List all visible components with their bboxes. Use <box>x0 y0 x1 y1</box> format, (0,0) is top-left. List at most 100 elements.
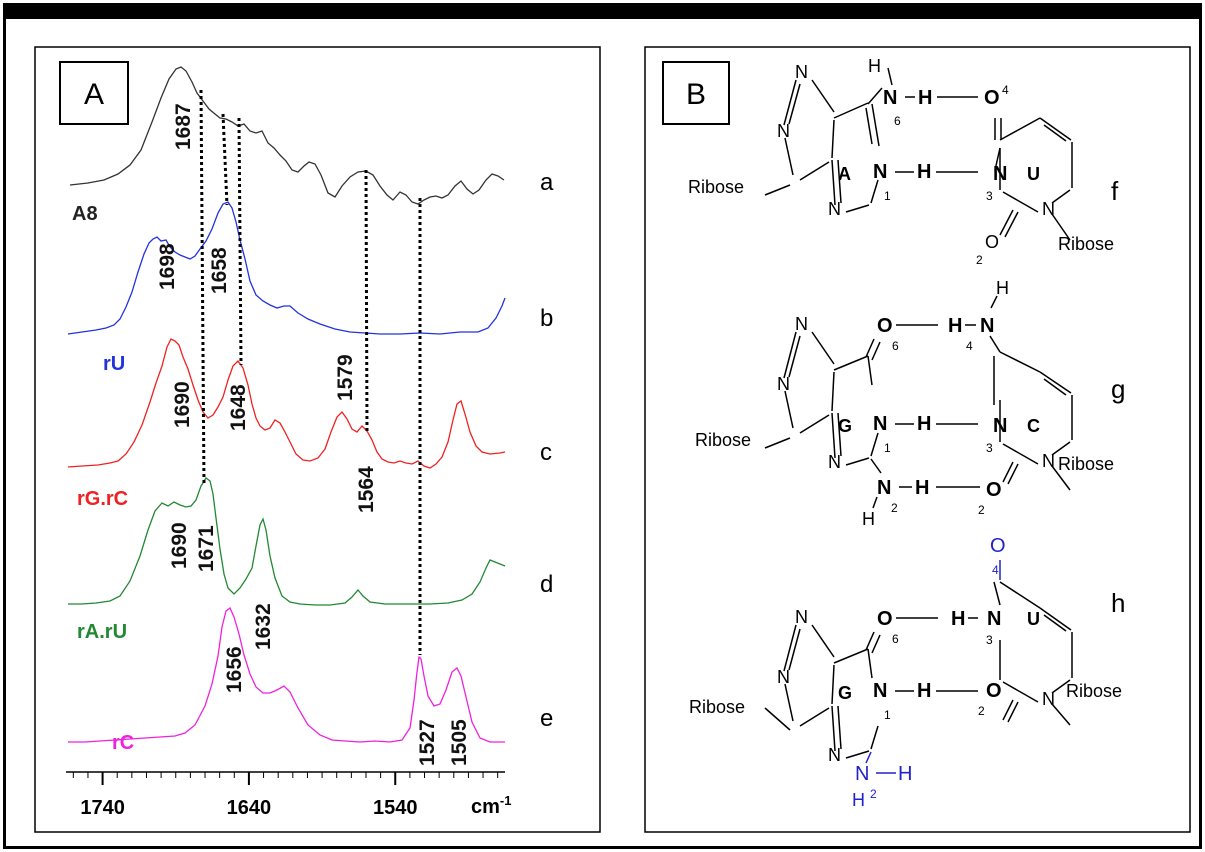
subscript-4-c: 4 <box>966 339 973 353</box>
subscript-2-u2: 2 <box>978 704 985 718</box>
spectrum-letter-b: b <box>540 305 553 332</box>
atom-n3-a: N <box>828 199 841 219</box>
panel-a-label: A <box>84 78 104 111</box>
atom-n2-g2: N <box>855 763 869 785</box>
spectrum-a <box>69 66 505 205</box>
peak-guide-lines <box>199 89 422 655</box>
base-pair-gc: N N N O 6 H N 4 H N 1 H N 2 H H G Ribose <box>695 278 1125 529</box>
atom-n1-u2: N <box>1042 689 1055 709</box>
atom-n1-g: N <box>873 413 887 435</box>
spectrum-c <box>67 338 506 469</box>
atom-o2-u: O <box>985 232 999 252</box>
subscript-1-g: 1 <box>884 441 891 455</box>
uracil-bonds <box>994 117 1073 241</box>
atom-h-g6: H <box>852 790 865 810</box>
ribose-u: Ribose <box>1058 234 1114 254</box>
spectrum-letter-c: c <box>540 439 552 466</box>
panel-b: B N N N N 1 N 6 <box>644 46 1191 833</box>
spectrum-e <box>68 606 505 743</box>
atom-n1-u: N <box>1042 199 1055 219</box>
spectrum-name-d: rA.rU <box>77 621 127 643</box>
panel-a-label-box <box>59 61 129 125</box>
peak-label-1648: 1648 <box>227 384 250 431</box>
atom-h-u2: H <box>951 608 965 630</box>
pair-letter-h: h <box>1111 588 1125 618</box>
subscript-2-g: 2 <box>891 501 898 515</box>
ribose-g2: Ribose <box>689 697 745 717</box>
atom-o4-u2: O <box>990 535 1006 557</box>
ribose-a: Ribose <box>688 177 744 197</box>
peak-label-1564: 1564 <box>355 466 378 513</box>
peak-label-1579: 1579 <box>334 354 357 401</box>
subscript-6-a: 6 <box>894 114 901 128</box>
guide-line-1564 <box>364 169 369 433</box>
subscript-4-u2: 4 <box>992 563 999 577</box>
spectrum-name-c: rG.rC <box>77 488 128 510</box>
base-label-g: G <box>838 416 852 436</box>
base-pair-au: N N N N 1 N 6 H H O 4 H A Ribose <box>688 56 1119 267</box>
atom-h-g2: H <box>915 477 929 499</box>
base-label-g2: G <box>838 683 852 703</box>
spectrum-name-e: rC <box>112 732 134 754</box>
spectrum-letter-a: a <box>540 169 554 196</box>
ribose-u2: Ribose <box>1066 681 1122 701</box>
x-axis-ticks <box>72 772 499 785</box>
atom-o2-u2: O <box>986 680 1002 702</box>
spectrum-name-a: A8 <box>72 203 98 225</box>
atom-h-a1: H <box>868 56 881 76</box>
subscript-1-g2: 1 <box>884 708 891 722</box>
guanine-bonds <box>764 331 882 474</box>
atom-h-c1: H <box>948 315 962 337</box>
peak-label-1658: 1658 <box>208 247 231 294</box>
panel-b-label-box <box>662 61 730 125</box>
panel-a-border <box>34 46 601 833</box>
peak-label-1698: 1698 <box>156 243 179 290</box>
guide-line-1648 <box>237 117 243 366</box>
subscript-6-g: 6 <box>892 339 899 353</box>
x-tick-label-1740: 1740 <box>80 797 125 819</box>
superscript-4-u: 4 <box>1002 83 1009 97</box>
atom-n6-a: N <box>883 87 897 109</box>
subscript-3-u: 3 <box>986 189 993 203</box>
atom-o6-g: O <box>877 315 893 337</box>
base-label-a: A <box>838 164 851 184</box>
subscript-2-u: 2 <box>976 253 983 267</box>
atom-h-g1: H <box>917 413 931 435</box>
panel-b-label: B <box>686 78 706 111</box>
atom-h-g3: H <box>862 509 875 529</box>
spectrum-letter-e: e <box>540 705 553 732</box>
atom-h-c2: H <box>996 278 1009 298</box>
ribose-g: Ribose <box>695 430 751 450</box>
base-label-u2: U <box>1027 609 1040 629</box>
base-label-c: C <box>1027 416 1040 436</box>
peak-label-1690-d: 1690 <box>168 522 191 569</box>
guide-line-1687 <box>199 89 206 486</box>
peak-label-1687: 1687 <box>172 103 195 150</box>
spectrum-b <box>67 201 506 335</box>
atom-n9-g: N <box>777 374 790 394</box>
peak-label-1632: 1632 <box>252 603 275 650</box>
atom-n7-a: N <box>795 62 808 82</box>
adenine-bonds <box>764 79 883 213</box>
peak-label-1656: 1656 <box>223 646 246 693</box>
figure-frame <box>3 3 1202 849</box>
guide-line-1658 <box>221 113 229 206</box>
pair-letter-f: f <box>1111 176 1119 206</box>
subscript-3-u2: 3 <box>986 633 993 647</box>
pair-letter-g: g <box>1111 374 1125 404</box>
x-tick-label-1640: 1640 <box>227 797 272 819</box>
atom-n2-g: N <box>877 477 891 499</box>
peak-label-1671: 1671 <box>195 525 218 572</box>
guanine-wobble-bonds <box>764 624 881 759</box>
atom-n9-g2: N <box>777 667 790 687</box>
uracil-wobble-bonds <box>993 560 1073 726</box>
atom-n3-g: N <box>828 452 841 472</box>
atom-o6-g2: O <box>877 608 893 630</box>
spectrum-name-b: rU <box>103 353 125 375</box>
atom-n3-u: N <box>993 163 1007 185</box>
x-axis-unit: cm-1 <box>471 793 511 818</box>
x-tick-label-1540: 1540 <box>373 797 418 819</box>
atom-n4-c: N <box>980 315 994 337</box>
atom-n1-c: N <box>1042 451 1055 471</box>
base-label-u: U <box>1027 164 1040 184</box>
